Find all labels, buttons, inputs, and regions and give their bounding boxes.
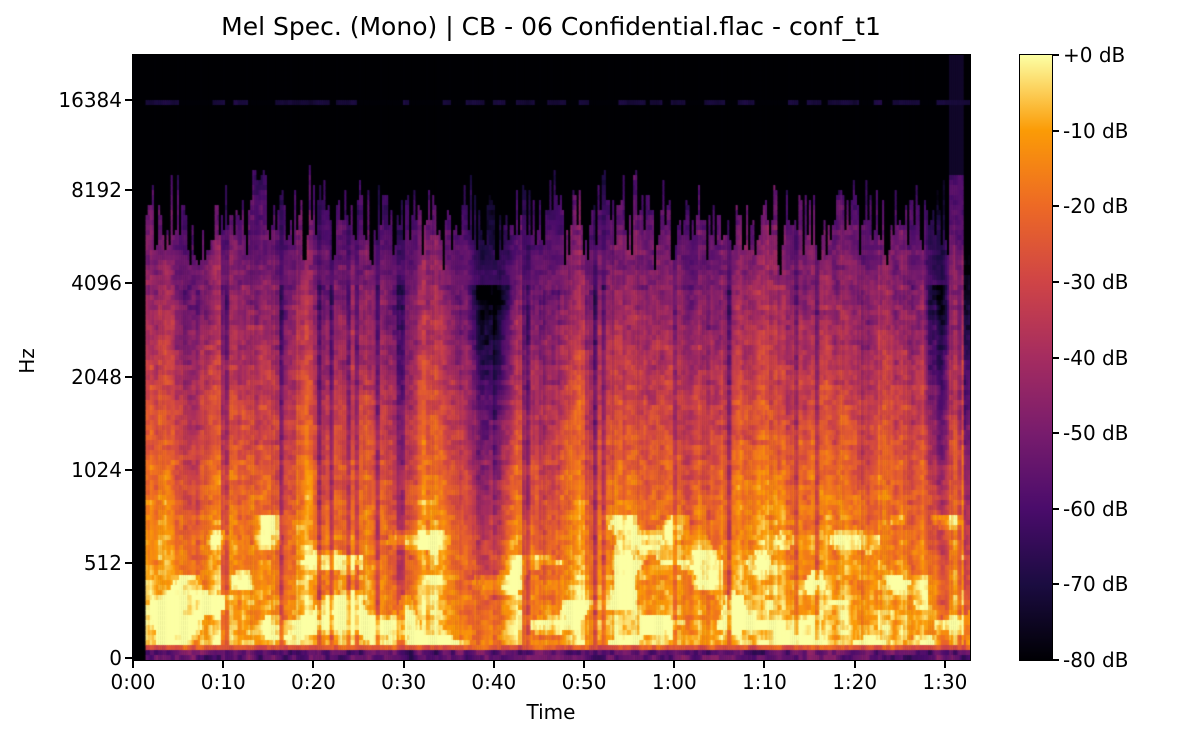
- colorbar-tick-mark: [1052, 356, 1059, 359]
- x-tick-mark: [222, 661, 225, 668]
- colorbar-tick-label: -20 dB: [1063, 194, 1129, 219]
- y-tick-label: 16384: [58, 88, 122, 112]
- colorbar-tick-label: -60 dB: [1063, 496, 1129, 521]
- colorbar-tick-label: -70 dB: [1063, 572, 1129, 597]
- x-tick-mark: [402, 661, 405, 668]
- colorbar-tick-mark: [1052, 205, 1059, 208]
- spectrogram-image: [133, 55, 970, 660]
- y-tick-label: 512: [83, 551, 122, 576]
- y-tick-mark: [125, 657, 132, 659]
- y-tick-mark: [125, 99, 132, 101]
- y-tick-label: 1024: [71, 458, 122, 483]
- colorbar-tick-label: -30 dB: [1063, 269, 1129, 294]
- y-tick-label: 8192: [71, 177, 122, 202]
- x-tick-label: 0:20: [290, 670, 336, 694]
- colorbar-tick-mark: [1052, 583, 1059, 586]
- colorbar-tick-mark: [1052, 129, 1059, 132]
- x-tick-mark: [492, 661, 495, 668]
- colorbar-tick-label: +0 dB: [1063, 43, 1126, 67]
- colorbar: [1019, 54, 1053, 661]
- colorbar-tick-label: -50 dB: [1063, 421, 1129, 446]
- plot-area: [132, 54, 971, 661]
- x-axis-label: Time: [526, 700, 576, 724]
- colorbar-tick-label: -10 dB: [1063, 118, 1129, 143]
- colorbar-tick-label: -80 dB: [1063, 648, 1129, 672]
- colorbar-tick-label: -40 dB: [1063, 345, 1129, 370]
- y-tick-mark: [125, 469, 132, 472]
- y-tick-mark: [125, 375, 132, 378]
- colorbar-tick-mark: [1052, 432, 1059, 435]
- x-tick-mark: [132, 661, 134, 668]
- x-tick-label: 1:10: [741, 670, 787, 694]
- x-tick-label: 0:30: [381, 670, 427, 694]
- x-tick-mark: [853, 661, 856, 668]
- colorbar-tick-mark: [1052, 280, 1059, 283]
- y-tick-mark: [125, 562, 132, 565]
- x-tick-label: 0:40: [471, 670, 517, 694]
- x-tick-mark: [943, 661, 946, 668]
- x-tick-mark: [763, 661, 766, 668]
- x-tick-mark: [583, 661, 586, 668]
- colorbar-tick-mark: [1052, 507, 1059, 510]
- x-tick-label: 0:50: [561, 670, 607, 694]
- x-tick-mark: [673, 661, 676, 668]
- x-tick-label: 1:00: [651, 670, 697, 694]
- plot-title: Mel Spec. (Mono) | CB - 06 Confidential.…: [221, 12, 881, 41]
- x-tick-mark: [312, 661, 315, 668]
- y-tick-label: 2048: [71, 364, 122, 389]
- y-tick-mark: [125, 188, 132, 191]
- x-tick-label: 1:30: [922, 670, 968, 694]
- x-tick-label: 0:10: [200, 670, 246, 694]
- colorbar-tick-mark: [1052, 659, 1059, 661]
- x-tick-label: 0:00: [110, 670, 156, 694]
- y-tick-label: 4096: [71, 271, 122, 296]
- colorbar-tick-mark: [1052, 54, 1059, 56]
- x-tick-label: 1:20: [832, 670, 878, 694]
- y-tick-label: 0: [109, 646, 122, 670]
- y-tick-mark: [125, 282, 132, 285]
